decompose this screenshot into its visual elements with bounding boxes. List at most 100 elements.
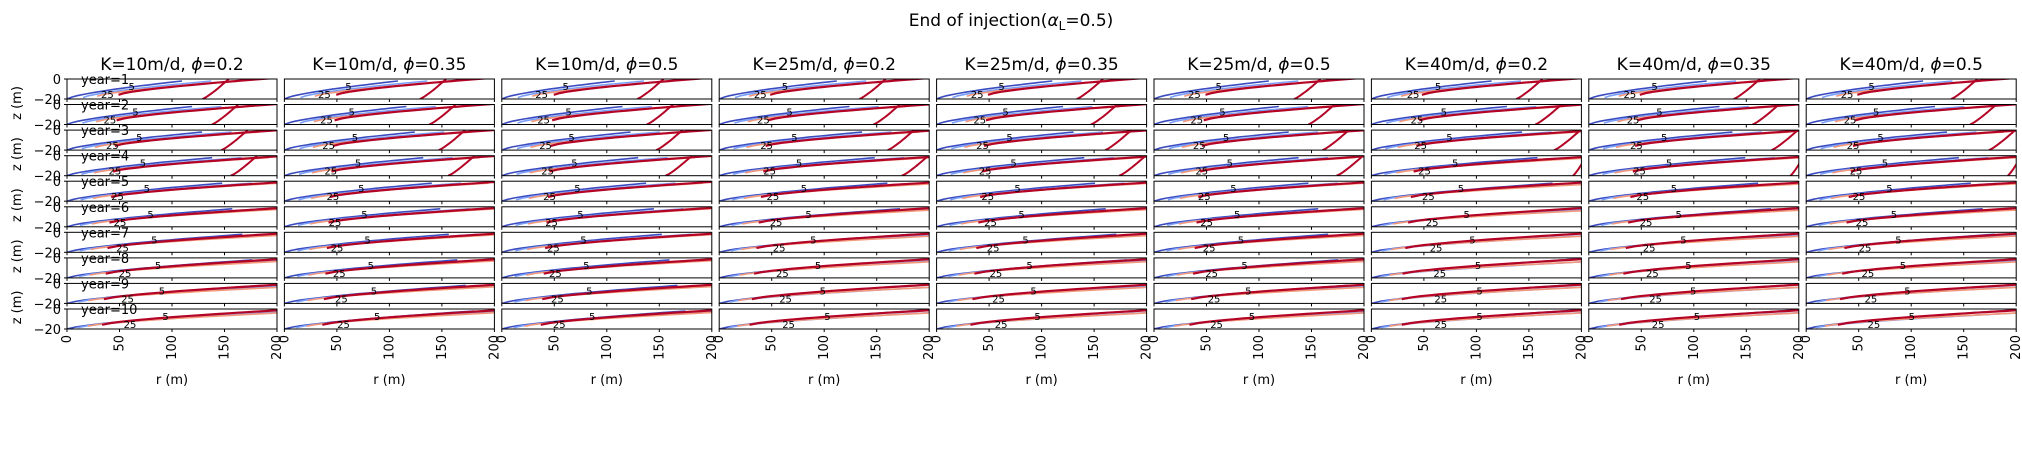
contour-panel: 5 25 <box>501 78 713 102</box>
contour-label: 25 <box>1430 243 1443 254</box>
y-axis-label: z (m) <box>10 137 25 171</box>
contour-front <box>1534 104 1563 125</box>
contour-line <box>550 130 712 147</box>
contour-line <box>1806 131 1948 151</box>
contour-line <box>734 80 867 99</box>
contour-lines: 5 25 <box>67 130 277 151</box>
contour-panel: 5 25 <box>718 78 930 102</box>
contour-label: 5 <box>805 210 811 221</box>
x-tick-label: 100 <box>165 335 180 360</box>
y-tick-label: 0 <box>53 303 61 318</box>
contour-front <box>211 104 239 125</box>
contour-label: 25 <box>335 294 348 305</box>
x-tick-label: 150 <box>1305 335 1320 360</box>
contour-label: 5 <box>820 286 826 297</box>
contour-label: 5 <box>791 133 797 144</box>
contour-line <box>114 130 277 147</box>
contour-lines: 5 25 <box>719 283 930 304</box>
contour-lines: 5 25 <box>936 283 1147 304</box>
contour-line <box>760 181 930 199</box>
contour-front <box>887 130 915 151</box>
y-axis-label: z (m) <box>10 291 25 325</box>
x-tick-label: 200 <box>922 335 937 360</box>
y-axis-label: z (m) <box>10 86 25 120</box>
contour-label: 25 <box>324 167 337 178</box>
contour-panel: 5 25 <box>718 257 930 281</box>
contour-line <box>501 208 654 227</box>
contour-panel: 5 25 0 50 100 150 200 r (m) <box>495 308 720 388</box>
contour-lines: 5 25 <box>1806 232 2017 253</box>
contour-label: 25 <box>770 218 783 229</box>
contour-line <box>1634 130 1799 147</box>
contour-label: 5 <box>147 210 153 221</box>
contour-line <box>67 131 203 151</box>
contour-label: 25 <box>995 320 1008 331</box>
contour-label: 5 <box>1216 82 1222 93</box>
contour-front <box>419 79 447 99</box>
contour-label: 5 <box>1002 108 1008 119</box>
contour-panel: 5 25 <box>1588 180 1800 205</box>
x-tick-label: 150 <box>218 335 233 360</box>
contour-line <box>1407 207 1582 224</box>
contour-line <box>334 104 495 122</box>
contour-front <box>1969 104 1997 125</box>
contour-label: 25 <box>1193 141 1206 152</box>
contour-lines: 5 25 <box>1806 207 2017 227</box>
contour-line <box>1606 312 1799 327</box>
contour-line <box>1154 105 1279 125</box>
contour-panel: 5 25 <box>501 257 713 281</box>
contour-line <box>67 208 233 227</box>
contour-lines: 5 25 <box>1154 283 1364 304</box>
contour-front <box>1733 79 1761 99</box>
contour-front <box>1076 79 1104 99</box>
contour-line <box>1189 309 1364 326</box>
contour-label: 25 <box>981 192 994 203</box>
contour-lines: 5 25 <box>936 232 1147 253</box>
contour-label: 5 <box>1656 108 1662 119</box>
contour-label: 25 <box>124 320 137 331</box>
row-label: year=2 <box>81 99 129 114</box>
contour-panel: 5 25 <box>936 129 1148 154</box>
x-tick-label: 200 <box>1792 335 1807 360</box>
contour-label: 5 <box>1882 159 1888 170</box>
contour-panel: 5 25 <box>936 231 1148 256</box>
contour-label: 25 <box>1414 141 1427 152</box>
contour-label: 25 <box>114 218 127 229</box>
x-tick-label: 0 <box>495 335 510 343</box>
contour-panel: 5 25 <box>1805 104 2017 128</box>
contour-lines: 5 25 <box>284 309 495 329</box>
contour-label: 5 <box>586 286 592 297</box>
contour-line <box>331 155 495 173</box>
row-label: year=8 <box>81 252 129 267</box>
contour-line <box>332 130 495 147</box>
contour-line <box>1857 79 2016 96</box>
column-title: K=40m/d, ϕ=0.35 <box>1617 55 1771 75</box>
contour-label: 25 <box>1205 269 1218 280</box>
contour-lines: 5 25 <box>1371 257 1582 278</box>
contour-front <box>655 130 684 151</box>
contour-front <box>447 155 476 176</box>
contour-panel: 5 25 <box>501 180 713 205</box>
contour-lines: 5 25 <box>67 283 277 304</box>
contour-line <box>1194 232 1364 250</box>
contour-panel: 5 25 0 50 100 150 200 r (m) <box>1582 308 1807 388</box>
contour-front <box>1090 104 1118 125</box>
contour-line <box>1205 79 1362 96</box>
contour-panel: 5 25 <box>1805 78 2017 102</box>
contour-panel: 5 25 <box>501 104 713 128</box>
contour-panel: 5 25 <box>1153 104 1365 128</box>
contour-line <box>1637 104 1799 122</box>
contour-lines: 5 25 <box>719 79 930 99</box>
contour-label: 5 <box>1868 82 1874 93</box>
contour-line <box>1604 80 1737 99</box>
contour-line <box>1380 286 1582 303</box>
contour-line <box>719 131 863 151</box>
contour-lines: 5 25 <box>1154 130 1364 152</box>
contour-label: 5 <box>1030 286 1036 297</box>
x-axis-label: r (m) <box>591 373 623 388</box>
contour-label: 25 <box>1847 141 1860 152</box>
contour-front <box>202 79 230 99</box>
contour-panel: 5 25 <box>936 78 1148 102</box>
